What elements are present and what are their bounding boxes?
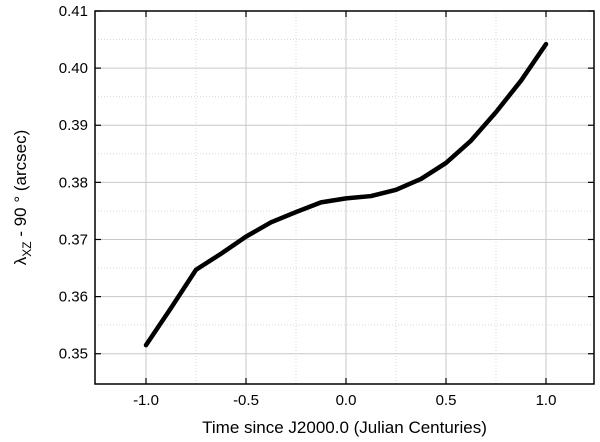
y-tick-label: 0.40 bbox=[59, 60, 88, 77]
y-tick-label: 0.41 bbox=[59, 3, 88, 20]
y-tick-label: 0.37 bbox=[59, 231, 88, 248]
y-tick-label: 0.36 bbox=[59, 289, 88, 306]
x-axis-label: Time since J2000.0 (Julian Centuries) bbox=[202, 418, 487, 437]
y-axis-label-sub: XZ bbox=[20, 241, 34, 256]
x-tick-label: 0.5 bbox=[436, 392, 457, 409]
y-tick-label: 0.38 bbox=[59, 174, 88, 191]
data-line bbox=[143, 41, 549, 348]
x-tick-label: 0.0 bbox=[336, 392, 357, 409]
x-tick-label: -0.5 bbox=[233, 392, 259, 409]
y-tick-label: 0.39 bbox=[59, 117, 88, 134]
plot-frame bbox=[94, 10, 595, 385]
y-axis-label-rest: - 90 ° (arcsec) bbox=[11, 130, 30, 242]
y-axis-label: λXZ - 90 ° (arcsec) bbox=[11, 130, 34, 266]
y-axis-label-main: λ bbox=[11, 256, 30, 265]
y-tick-label: 0.35 bbox=[59, 346, 88, 363]
x-tick-label: -1.0 bbox=[133, 392, 159, 409]
x-tick-label: 1.0 bbox=[536, 392, 557, 409]
